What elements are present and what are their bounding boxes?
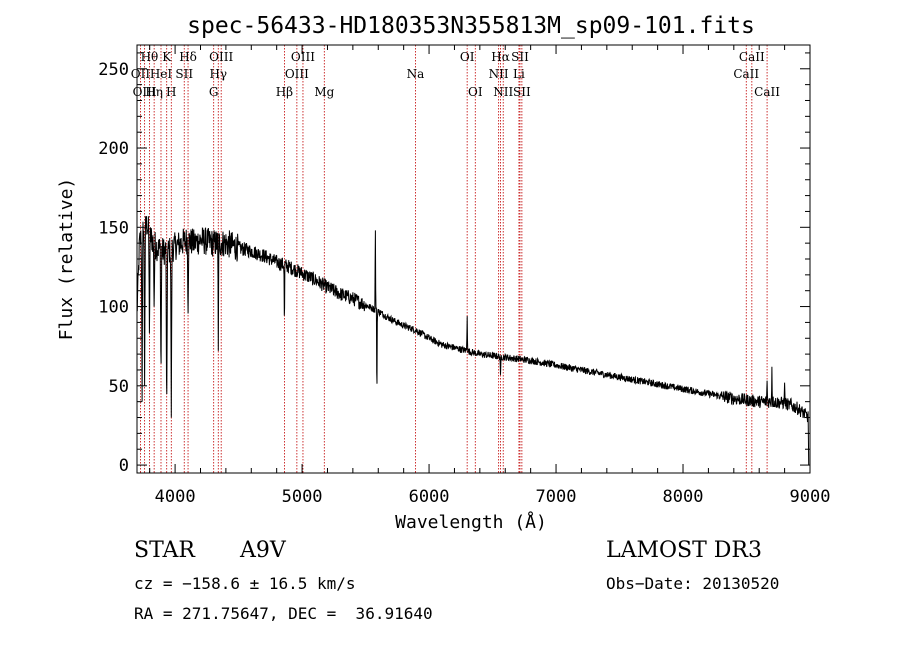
spectral-line-label: K (162, 50, 172, 64)
spectral-line-label: Li (513, 67, 525, 81)
redshift-readout: cz = −158.6 ± 16.5 km/s (134, 574, 356, 593)
spectral-line-label: Na (407, 67, 425, 81)
chart-title: spec-56433-HD180353N355813M_sp09-101.fit… (187, 13, 755, 39)
y-tick-label: 50 (109, 377, 129, 397)
spectral-line-label: OIII (285, 67, 309, 81)
plot-frame (136, 44, 811, 474)
x-tick-label: 6000 (409, 487, 450, 507)
x-tick-label: 9000 (790, 487, 831, 507)
spectral-line-label: Mg (314, 85, 334, 99)
spectral-line-label: OIII (291, 50, 315, 64)
x-tick-label: 4000 (155, 487, 196, 507)
spectral-line-markers (140, 45, 768, 473)
spectral-line-label: SII (175, 67, 193, 81)
spectral-line-label: Hγ (209, 67, 227, 81)
spectral-line-label: Hβ (276, 85, 293, 99)
spectral-line-label: SII (511, 50, 529, 64)
obs-date: Obs−Date: 20130520 (606, 574, 780, 593)
spectral-line-label: G (209, 85, 219, 99)
spectral-line-label: OI (460, 50, 475, 64)
spectral-line-label: Hη (145, 85, 163, 99)
spectral-line-label: Hδ (179, 50, 197, 64)
x-axis-label: Wavelength (Å) (395, 511, 547, 533)
y-tick-label: 100 (98, 298, 129, 318)
spectral-line-label: OIII (133, 85, 157, 99)
spectral-line-label: H (166, 85, 176, 99)
y-tick-label: 0 (119, 456, 129, 476)
y-tick-label: 200 (98, 139, 129, 159)
object-type: STAR (134, 538, 195, 563)
spectral-line-label: Hα (491, 50, 510, 64)
spectral-line-label: HeI (150, 67, 173, 81)
x-tick-label: 5000 (282, 487, 323, 507)
coordinates: RA = 271.75647, DEC = 36.91640 (134, 604, 433, 623)
x-axis-ticks: 4000 5000 6000 7000 8000 9000 (149, 45, 831, 507)
spectral-line-label: OII (131, 67, 151, 81)
spectral-line-label: Hθ (141, 50, 159, 64)
spectral-line-label: CaII (733, 67, 759, 81)
spectral-line-label: OIII (209, 50, 233, 64)
survey-name: LAMOST DR3 (606, 538, 762, 563)
spectral-line-label: NII (493, 85, 513, 99)
spectral-class: A9V (240, 538, 286, 563)
spectral-line-label: NII (489, 67, 509, 81)
spectrum-line (136, 216, 810, 466)
spectral-line-label: SII (513, 85, 531, 99)
y-axis-ticks: 0 50 100 150 200 250 (98, 52, 810, 476)
spectral-line-label: CaII (754, 85, 780, 99)
y-tick-label: 150 (98, 218, 129, 238)
x-tick-label: 7000 (536, 487, 577, 507)
spectral-line-label: OI (468, 85, 483, 99)
x-tick-label: 8000 (663, 487, 704, 507)
y-tick-label: 250 (98, 60, 129, 80)
y-axis-label: Flux (relative) (56, 178, 77, 341)
spectral-line-label: CaII (739, 50, 765, 64)
